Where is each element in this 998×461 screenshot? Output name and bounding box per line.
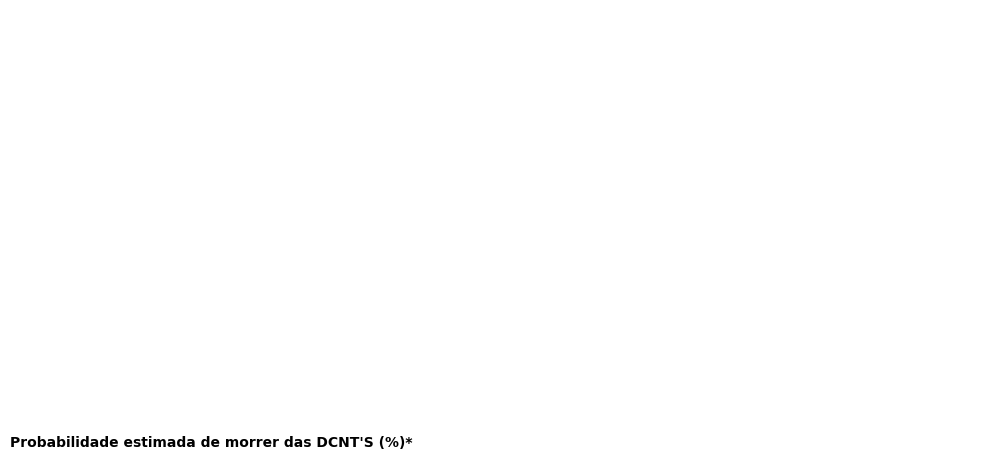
- Text: Probabilidade estimada de morrer das DCNT'S (%)*: Probabilidade estimada de morrer das DCN…: [10, 436, 412, 450]
